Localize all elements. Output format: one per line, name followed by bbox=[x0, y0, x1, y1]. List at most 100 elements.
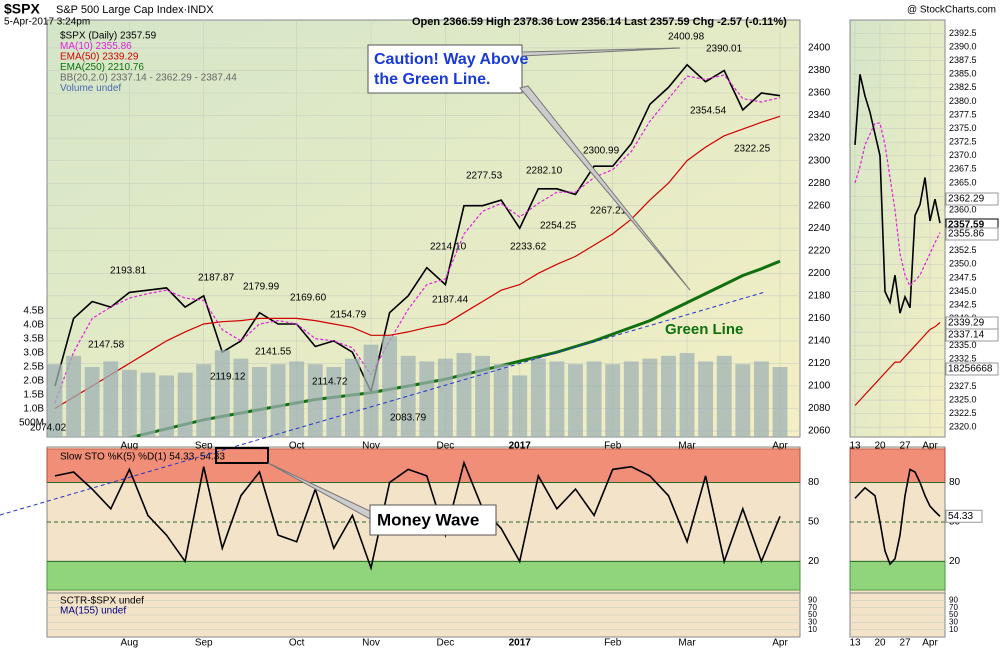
caution-box bbox=[367, 44, 523, 94]
volume-bar bbox=[586, 361, 602, 437]
arrow bbox=[521, 47, 681, 57]
y-tick-label: 2140 bbox=[808, 336, 831, 347]
volume-bar bbox=[437, 358, 453, 437]
y-tick-label: 2080 bbox=[808, 403, 831, 414]
price-label: 2254.25 bbox=[540, 221, 577, 232]
price-label: 2169.60 bbox=[290, 293, 327, 304]
series-line bbox=[854, 322, 941, 406]
y-tick-label: 30 bbox=[808, 617, 817, 626]
side-label-bg bbox=[945, 362, 999, 376]
price-label: 2214.10 bbox=[430, 242, 467, 253]
price-label: 2141.55 bbox=[255, 347, 292, 358]
y2-tick-label: 3.5B bbox=[23, 334, 44, 345]
y-tick-label: 2260 bbox=[808, 200, 831, 211]
side-label: 2337.14 bbox=[948, 330, 985, 341]
side-label: 2339.29 bbox=[948, 318, 985, 329]
legend-entry: BB(20,2.0) 2337.14 - 2362.29 - 2387.44 bbox=[60, 73, 237, 84]
x-tick-label: Mar bbox=[678, 441, 696, 452]
y-tick-label: 80 bbox=[949, 477, 961, 488]
x-tick-label: 2017 bbox=[509, 441, 532, 452]
series-line bbox=[854, 74, 941, 314]
legend-entry: MA(155) undef bbox=[60, 606, 126, 617]
y-tick-label: 2160 bbox=[808, 313, 831, 324]
volume-bar bbox=[698, 361, 714, 437]
price-label: 2233.62 bbox=[510, 242, 547, 253]
side-label-bg bbox=[945, 192, 999, 206]
price-label: 2114.72 bbox=[312, 377, 348, 388]
volume-bar bbox=[475, 355, 490, 437]
volume-bar bbox=[326, 367, 342, 437]
y-tick-label: 2380 bbox=[808, 65, 831, 76]
y-tick-label: 10 bbox=[949, 625, 958, 634]
x-tick-label: Apr bbox=[922, 441, 938, 452]
series-line bbox=[54, 115, 781, 410]
price-label: 2354.54 bbox=[690, 106, 727, 117]
price-label: 2300.99 bbox=[583, 146, 620, 157]
y-tick-label: 2382.5 bbox=[949, 82, 977, 92]
caution-text: Caution! Way Above bbox=[374, 51, 528, 68]
x-tick-label: 27 bbox=[899, 441, 911, 452]
x-tick-label: Feb bbox=[604, 441, 622, 452]
volume-bar bbox=[512, 375, 528, 437]
credit: @ StockCharts.com bbox=[907, 5, 996, 16]
volume-bar bbox=[400, 355, 416, 437]
volume-bar bbox=[159, 375, 174, 437]
x-tick-label: Aug bbox=[120, 638, 138, 649]
y-tick-label: 2332.5 bbox=[949, 354, 977, 364]
y-tick-label: 2345.0 bbox=[949, 286, 977, 296]
y-tick-label: 2352.5 bbox=[949, 245, 977, 255]
volume-bar bbox=[252, 367, 267, 437]
y-tick-label: 90 bbox=[949, 595, 958, 604]
y-tick-label: 2375.0 bbox=[949, 123, 977, 133]
y2-tick-label: 3.0B bbox=[23, 348, 44, 359]
y-tick-label: 2320 bbox=[808, 133, 831, 144]
x-tick-label: Apr bbox=[772, 638, 788, 649]
y-tick-label: 2120 bbox=[808, 358, 831, 369]
x-tick-label: Oct bbox=[289, 638, 305, 649]
y-tick-label: 2367.5 bbox=[949, 164, 977, 174]
y-tick-label: 2325.0 bbox=[949, 394, 977, 404]
y-tick-label: 2400 bbox=[808, 43, 831, 54]
series-line bbox=[854, 468, 941, 566]
y2-tick-label: 2.0B bbox=[23, 376, 44, 387]
symbol: $SPX bbox=[4, 1, 40, 17]
volume-bar bbox=[679, 353, 695, 437]
y-tick-label: 2322.5 bbox=[949, 408, 977, 418]
y-tick-label: 20 bbox=[808, 556, 820, 567]
money-wave-text: Money Wave bbox=[377, 510, 479, 529]
legend-entry: MA(10) 2355.86 bbox=[60, 41, 132, 52]
x-tick-label: Aug bbox=[120, 441, 138, 452]
price-label: 2390.01 bbox=[706, 44, 743, 55]
x-tick-label: Apr bbox=[922, 638, 938, 649]
money-wave-box bbox=[369, 504, 497, 536]
y-tick-label: 2280 bbox=[808, 178, 831, 189]
volume-bar bbox=[345, 358, 360, 437]
y-tick-label: 2300 bbox=[808, 155, 831, 166]
y-tick-label: 70 bbox=[808, 603, 817, 612]
legend-entry: EMA(250) 2210.76 bbox=[60, 62, 144, 73]
volume-bar bbox=[196, 364, 212, 437]
volume-bar bbox=[66, 355, 82, 437]
volume-bar bbox=[84, 367, 100, 437]
volume-bar bbox=[623, 361, 639, 437]
volume-bar bbox=[456, 353, 472, 437]
volume-bar bbox=[307, 364, 323, 437]
y-tick-label: 2360.0 bbox=[949, 204, 977, 214]
y-tick-label: 2372.5 bbox=[949, 137, 977, 147]
volume-bar bbox=[605, 364, 621, 437]
y2-tick-label: 4.0B bbox=[23, 320, 44, 331]
y-tick-label: 2060 bbox=[808, 426, 831, 437]
index-name: S&P 500 Large Cap Index·INDX bbox=[56, 4, 214, 16]
y-tick-label: 2390.0 bbox=[949, 42, 977, 52]
y-tick-label: 20 bbox=[949, 556, 961, 567]
y-tick-label: 80 bbox=[808, 477, 820, 488]
y-tick-label: 2340 bbox=[808, 110, 831, 121]
legend-entry: Slow STO %K(5) %D(1) 54.33, 54.33 bbox=[60, 452, 225, 463]
volume-bar bbox=[47, 364, 63, 437]
y-tick-label: 2342.5 bbox=[949, 299, 977, 309]
price-label: 2400.98 bbox=[668, 32, 705, 43]
y-tick-label: 10 bbox=[808, 625, 817, 634]
side-label: 2362.29 bbox=[948, 194, 985, 205]
